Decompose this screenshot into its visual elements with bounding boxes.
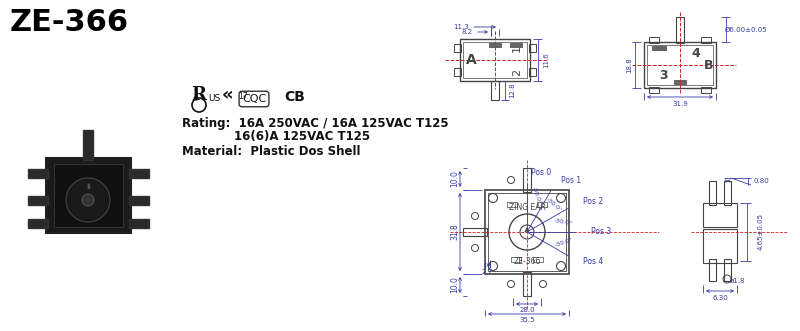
Bar [27, 169, 47, 178]
Text: 6.30: 6.30 [712, 295, 728, 301]
Text: R: R [191, 86, 206, 104]
Bar [649, 37, 659, 43]
Bar [27, 196, 47, 205]
Bar [460, 39, 530, 81]
Bar [523, 272, 531, 296]
Bar [529, 44, 536, 52]
Bar [83, 129, 93, 160]
Text: 4.65±0.05: 4.65±0.05 [758, 213, 764, 251]
Text: 10.0: 10.0 [450, 170, 459, 187]
Text: Pos 4: Pos 4 [583, 258, 603, 266]
Text: 16(6)A 125VAC T125: 16(6)A 125VAC T125 [234, 130, 370, 143]
Text: 4: 4 [692, 46, 700, 60]
Text: -30.0°: -30.0° [554, 236, 574, 248]
Text: CQC: CQC [242, 94, 266, 104]
Text: «: « [222, 86, 234, 104]
Bar [454, 68, 461, 76]
Text: ▮: ▮ [86, 183, 90, 189]
Text: Material:  Plastic Dos Shell: Material: Plastic Dos Shell [182, 145, 361, 158]
Bar [647, 45, 713, 85]
Text: 31.9: 31.9 [672, 101, 688, 107]
Bar [507, 202, 517, 207]
Circle shape [66, 178, 110, 222]
Bar [485, 190, 569, 274]
Text: -30.0°: -30.0° [531, 185, 542, 205]
Text: 11.3: 11.3 [454, 24, 469, 30]
Bar [46, 158, 130, 232]
Bar [709, 181, 716, 205]
Bar [129, 219, 149, 228]
Bar [703, 229, 737, 263]
Bar [724, 181, 731, 205]
Bar [129, 196, 149, 205]
Text: 10.0: 10.0 [450, 277, 459, 294]
Bar [724, 259, 731, 281]
Bar [649, 87, 659, 93]
Text: Pos 3: Pos 3 [591, 227, 611, 237]
Text: 17: 17 [238, 92, 248, 101]
Text: 18.8: 18.8 [626, 57, 632, 73]
Text: Pos 1: Pos 1 [561, 175, 581, 185]
Bar [129, 169, 149, 178]
Text: A: A [466, 53, 476, 67]
Bar [652, 46, 666, 50]
Text: Rating:  16A 250VAC / 16A 125VAC T125: Rating: 16A 250VAC / 16A 125VAC T125 [182, 117, 449, 130]
Text: ø1.8: ø1.8 [730, 278, 746, 284]
Bar [488, 193, 566, 271]
Text: -30.0°: -30.0° [545, 197, 563, 213]
Text: 8.2: 8.2 [462, 29, 473, 35]
Text: Pos 0: Pos 0 [531, 167, 551, 176]
Text: 31.8: 31.8 [450, 224, 459, 240]
Text: Pos 2: Pos 2 [583, 198, 603, 207]
Bar [533, 257, 543, 262]
Bar [454, 44, 461, 52]
Bar [491, 81, 499, 100]
Bar [489, 43, 501, 47]
Text: 2: 2 [512, 69, 522, 75]
Bar [511, 257, 521, 262]
Bar [537, 202, 547, 207]
Bar [674, 80, 686, 84]
Text: 1: 1 [512, 44, 522, 52]
Bar [463, 42, 527, 78]
Bar [54, 164, 122, 226]
Text: -30.0°: -30.0° [554, 218, 574, 226]
Text: 3: 3 [660, 69, 668, 81]
Text: 35.5: 35.5 [519, 317, 534, 323]
Bar [523, 168, 531, 192]
Bar [701, 37, 711, 43]
Text: c: c [192, 94, 198, 103]
Text: ZE-366: ZE-366 [10, 8, 129, 37]
Bar [676, 17, 684, 43]
Text: US: US [208, 94, 220, 103]
Text: B: B [704, 59, 714, 71]
Bar [701, 87, 711, 93]
Text: 12.8: 12.8 [509, 83, 515, 98]
Text: 28.0: 28.0 [519, 307, 535, 313]
Text: CB: CB [284, 90, 305, 104]
Text: 2.7: 2.7 [482, 269, 493, 275]
Text: ZE-366: ZE-366 [514, 257, 541, 265]
Bar [644, 42, 716, 88]
Bar [463, 228, 487, 236]
Text: ZING EAR: ZING EAR [509, 203, 546, 212]
Circle shape [82, 194, 94, 206]
Bar [510, 43, 522, 47]
Bar [529, 68, 536, 76]
Text: 0.80: 0.80 [753, 178, 769, 184]
Text: 11.6: 11.6 [543, 52, 549, 68]
Text: Ø6.00±0.05: Ø6.00±0.05 [725, 26, 767, 32]
Bar [709, 259, 716, 281]
Bar [27, 219, 47, 228]
Bar [703, 203, 737, 227]
